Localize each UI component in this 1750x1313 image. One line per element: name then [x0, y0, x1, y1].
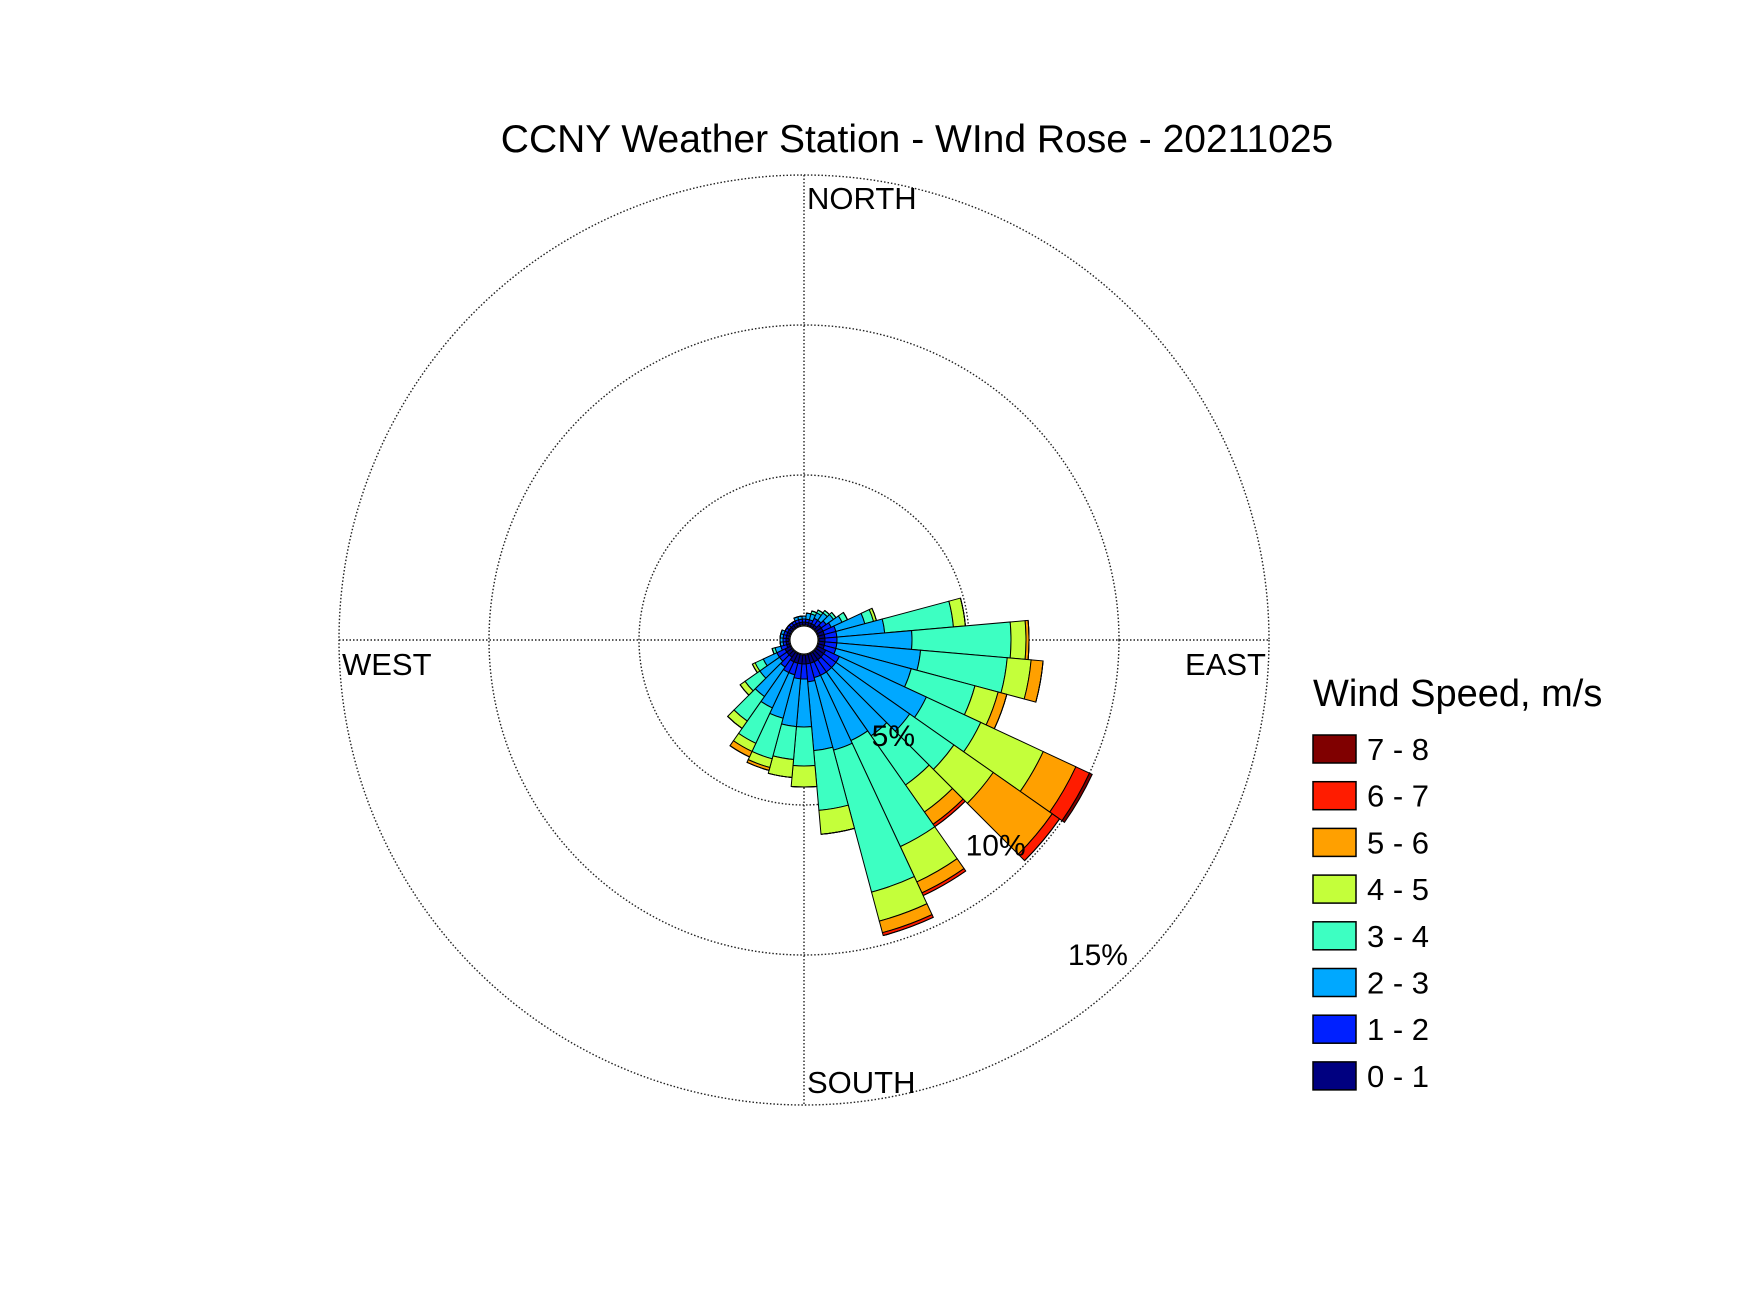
direction-label: SOUTH	[807, 1065, 916, 1100]
sector-segment	[790, 764, 818, 788]
direction-label: WEST	[342, 647, 432, 682]
legend-swatch	[1312, 827, 1357, 858]
sector-segment	[1061, 772, 1093, 824]
direction-label: EAST	[1185, 647, 1266, 682]
ring-label: 5%	[872, 720, 915, 753]
ring-label: 10%	[966, 830, 1026, 863]
sector-segment	[883, 916, 934, 937]
legend-swatch	[1312, 921, 1357, 951]
legend-swatch	[1312, 734, 1357, 764]
center-hole	[789, 625, 819, 655]
sector-segment	[1009, 620, 1027, 660]
legend-label: 6 - 7	[1367, 779, 1429, 814]
legend-swatch	[1312, 1014, 1357, 1044]
legend-label: 0 - 1	[1367, 1059, 1429, 1094]
legend-label: 7 - 8	[1367, 732, 1429, 767]
legend-label: 1 - 2	[1367, 1012, 1429, 1047]
legend-swatch	[1312, 1061, 1357, 1091]
sector-segment	[746, 761, 770, 771]
sector-segment	[729, 745, 750, 758]
sector-segment	[797, 615, 802, 618]
legend-label: 4 - 5	[1367, 872, 1429, 907]
sector-segment	[727, 716, 743, 729]
ring-label: 15%	[1068, 939, 1128, 972]
sector-segment	[1024, 818, 1060, 861]
legend-label: 5 - 6	[1367, 825, 1429, 860]
sector-segment	[768, 772, 793, 778]
legend-swatch	[1312, 874, 1357, 904]
grid-ring	[488, 324, 1120, 956]
legend-label: 2 - 3	[1367, 966, 1429, 1001]
sector-segment	[791, 785, 817, 788]
legend-label: 3 - 4	[1367, 919, 1429, 954]
legend-title: Wind Speed, m/s	[1313, 673, 1602, 715]
direction-label: NORTH	[807, 181, 917, 216]
legend-swatch	[1312, 780, 1357, 811]
legend-swatch	[1312, 967, 1357, 998]
chart-title: CCNY Weather Station - WInd Rose - 20211…	[501, 118, 1333, 161]
